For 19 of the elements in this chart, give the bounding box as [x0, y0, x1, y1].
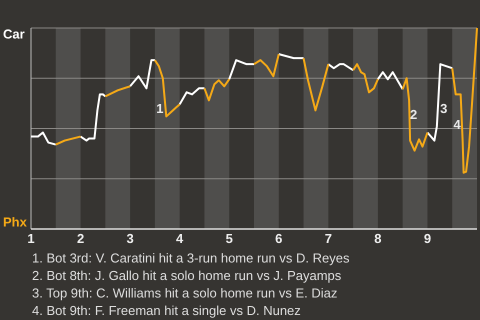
annotation: 3: [440, 100, 448, 116]
text: Phx: [3, 214, 28, 230]
x-tick-label: 5: [226, 231, 233, 246]
x-tick-label: 7: [324, 231, 332, 246]
x-tick-label: 9: [424, 231, 432, 246]
x-tick-label: 8: [374, 231, 382, 246]
x-tick-label: 6: [275, 231, 282, 246]
annotation: 4: [454, 117, 462, 132]
x-tick-label: 4: [176, 231, 184, 246]
annotation: 2: [410, 106, 418, 122]
annotation: 1: [156, 100, 164, 116]
text: 2. Bot 8th: J. Gallo hit a solo home run vs J. Payamps: [32, 268, 342, 284]
x-tick-label: 2: [76, 231, 84, 246]
text: 3. Top 9th: C. Williams hit a solo home run vs E. Diaz: [32, 286, 338, 301]
text: Car: [3, 26, 25, 42]
text: 1. Bot 3rd: V. Caratini hit a 3-run home run vs D. Reyes: [32, 250, 350, 266]
text: 4. Bot 9th: F. Freeman hit a single vs D. Nunez: [32, 303, 301, 318]
x-tick-label: 3: [126, 231, 134, 246]
x-tick-label: 1: [27, 231, 35, 246]
